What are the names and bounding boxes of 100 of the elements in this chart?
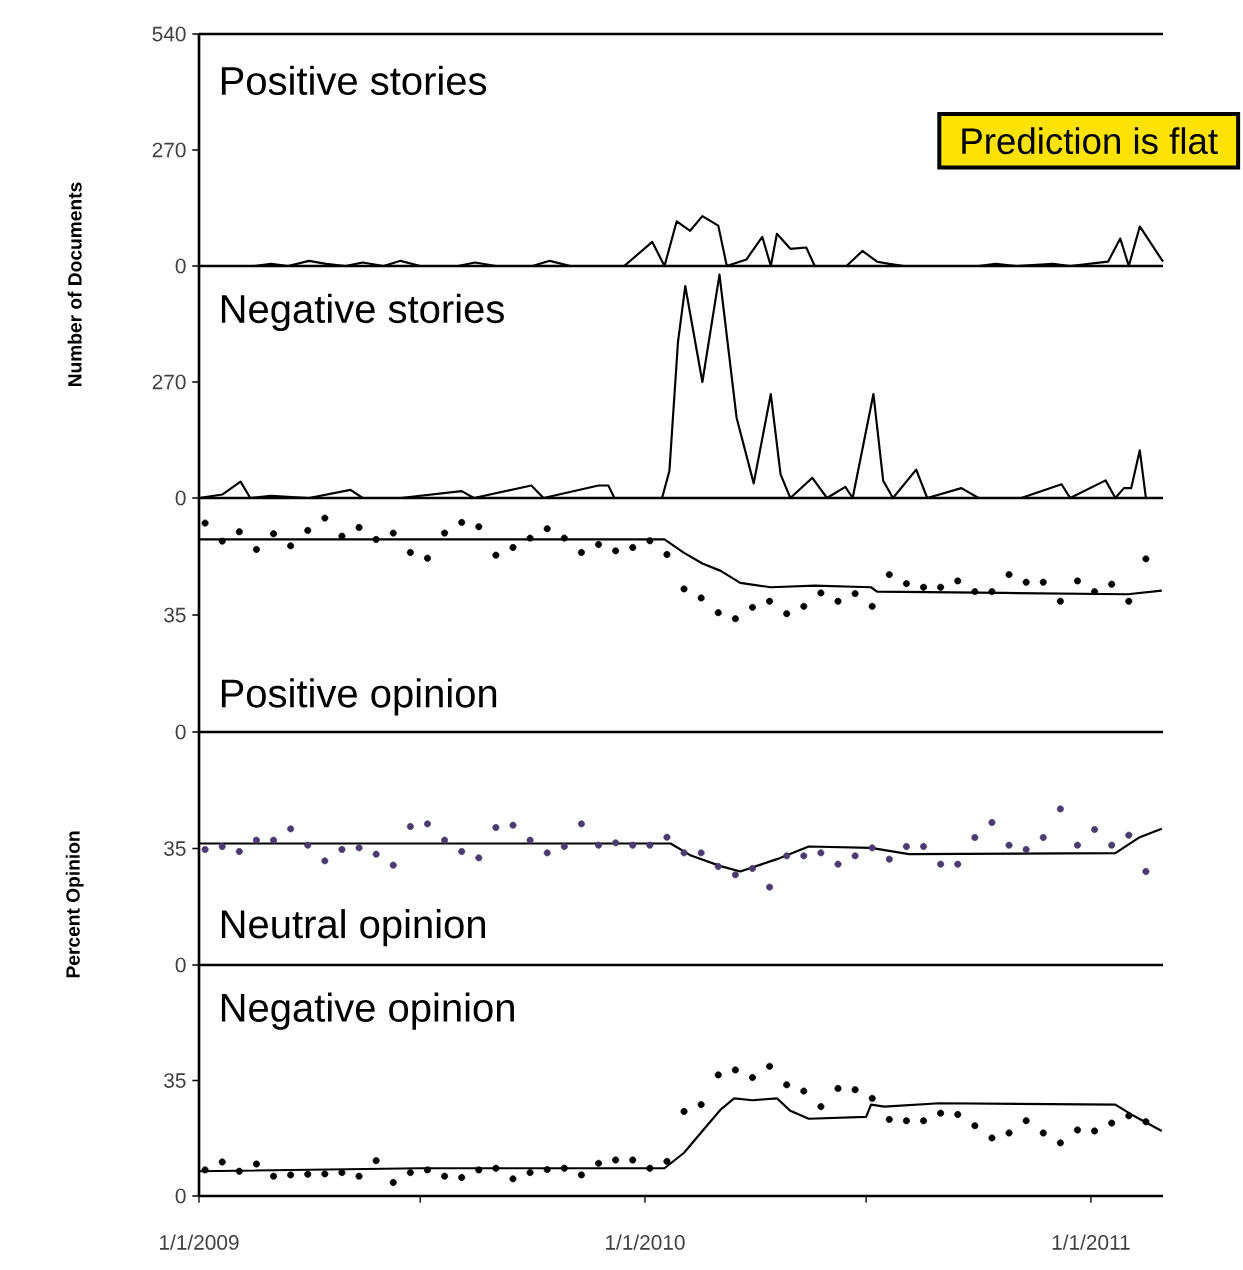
y-tick-label: 540 — [152, 26, 186, 42]
y-tick-label: 0 — [175, 957, 186, 973]
point — [834, 1084, 842, 1092]
point — [800, 1087, 808, 1095]
point — [577, 548, 585, 556]
point — [441, 529, 449, 537]
point — [355, 844, 363, 852]
point — [1056, 805, 1064, 813]
y-axis-title: Percent Opinion — [65, 831, 84, 978]
point — [458, 1174, 466, 1182]
point — [663, 1157, 671, 1165]
point — [355, 523, 363, 531]
point — [783, 852, 791, 860]
point — [543, 1166, 551, 1174]
point — [971, 1122, 979, 1130]
point — [800, 602, 808, 610]
point — [817, 1103, 825, 1111]
point — [595, 841, 603, 849]
point — [937, 583, 945, 591]
point — [338, 1169, 346, 1177]
point — [851, 1086, 859, 1094]
point — [902, 580, 910, 588]
point — [560, 842, 568, 851]
point — [731, 871, 739, 879]
point — [389, 529, 397, 537]
point — [629, 841, 637, 849]
point — [1108, 580, 1116, 588]
point — [954, 1110, 962, 1118]
point — [714, 1071, 722, 1079]
annotation: Prediction is flat — [962, 127, 1218, 155]
point — [287, 1171, 295, 1179]
point — [937, 1109, 945, 1117]
point — [1022, 845, 1030, 853]
point — [423, 554, 431, 562]
point — [509, 543, 517, 551]
point — [680, 585, 688, 593]
point — [646, 1164, 654, 1172]
point — [526, 836, 534, 844]
point — [697, 1101, 705, 1109]
point — [595, 1159, 603, 1167]
text: Positive stories — [221, 65, 487, 96]
point — [920, 1117, 928, 1125]
point — [492, 824, 500, 832]
point — [920, 583, 928, 591]
point — [612, 547, 620, 555]
point — [526, 1169, 534, 1177]
point — [287, 825, 295, 833]
point — [389, 861, 397, 869]
point — [218, 842, 226, 851]
point — [218, 537, 226, 545]
point — [748, 1074, 756, 1082]
point — [492, 1164, 500, 1172]
point — [1073, 1126, 1081, 1134]
y-tick-label: 270 — [152, 142, 186, 158]
point — [406, 548, 414, 556]
point — [988, 1134, 996, 1142]
y-tick-label: 35 — [164, 841, 186, 856]
point — [748, 864, 756, 872]
point — [885, 1115, 893, 1123]
text: Positive opinion — [221, 678, 497, 716]
point — [287, 542, 295, 550]
y-tick-label: 0 — [175, 490, 186, 506]
x-tick-label: 1/1/2009 — [160, 1234, 239, 1250]
point — [321, 1170, 329, 1178]
point — [1125, 831, 1133, 839]
point — [697, 594, 705, 602]
point — [235, 528, 243, 536]
point — [218, 1158, 226, 1166]
point — [1091, 1127, 1099, 1135]
point — [458, 847, 466, 855]
y-tick-label: 0 — [175, 1188, 186, 1204]
point — [851, 590, 859, 598]
point — [1056, 597, 1064, 605]
point — [1125, 1112, 1133, 1120]
point — [646, 841, 654, 849]
point — [372, 850, 380, 858]
point — [338, 845, 346, 853]
point — [270, 1172, 278, 1180]
point — [577, 1171, 585, 1179]
point — [1073, 841, 1081, 849]
point — [663, 550, 671, 558]
x-tick-label: 1/1/2011 — [1052, 1234, 1130, 1250]
point — [441, 1172, 449, 1180]
point — [800, 852, 808, 860]
point — [920, 842, 928, 851]
point — [321, 514, 329, 522]
point — [851, 852, 859, 860]
point — [321, 857, 329, 865]
point — [954, 577, 962, 585]
point — [252, 545, 260, 553]
point — [663, 833, 671, 841]
point — [1142, 1118, 1150, 1126]
point — [595, 540, 603, 548]
point — [270, 836, 278, 844]
point — [817, 589, 825, 597]
x-tick-label: 1/1/2010 — [606, 1234, 685, 1250]
point — [543, 525, 551, 533]
point — [834, 597, 842, 605]
point — [509, 1175, 517, 1183]
point — [423, 1166, 431, 1174]
